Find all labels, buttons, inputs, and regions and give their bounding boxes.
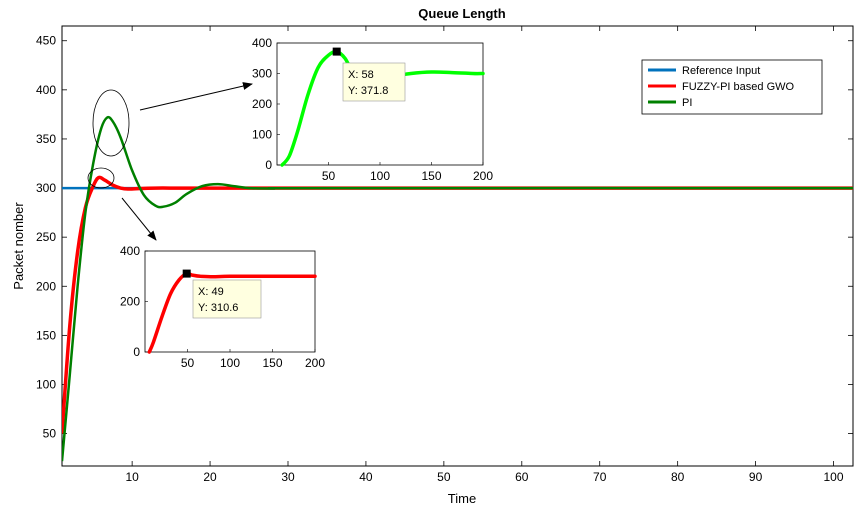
inset-x-tick-label: 100 — [370, 169, 390, 183]
inset-y-tick-label: 400 — [120, 244, 140, 258]
upper-datatip-box — [342, 62, 406, 102]
x-tick-label: 100 — [824, 470, 844, 484]
upper-datatip-marker — [332, 47, 341, 56]
main-y-ticks: 50 100 150 200 250 300 350 400 450 — [36, 34, 853, 441]
upper-datatip-y: Y: 371.8 — [348, 85, 388, 97]
x-tick-label: 20 — [203, 470, 217, 484]
x-tick-label: 30 — [281, 470, 295, 484]
lower-datatip-box — [192, 279, 262, 319]
x-tick-label: 60 — [515, 470, 529, 484]
inset-x-tick-label: 150 — [262, 356, 282, 370]
inset-x-tick-label: 50 — [181, 356, 195, 370]
inset-y-tick-label: 300 — [252, 67, 272, 81]
inset-y-tick-label: 400 — [252, 36, 272, 50]
x-tick-label: 70 — [593, 470, 607, 484]
lower-datatip-x: X: 49 — [198, 286, 224, 298]
inset-x-tick-label: 200 — [473, 169, 493, 183]
main-x-ticks: 10 20 30 40 50 60 70 80 90 100 — [125, 26, 844, 484]
legend-label-2: PI — [682, 97, 692, 109]
y-axis-label: Packet nomber — [11, 202, 26, 290]
lower-datatip-marker — [182, 269, 191, 278]
y-tick-label: 50 — [43, 427, 57, 441]
upper-inset-frame — [276, 42, 484, 166]
x-tick-label: 50 — [437, 470, 451, 484]
y-tick-label: 100 — [36, 377, 56, 391]
inset-y-tick-label: 200 — [120, 295, 140, 309]
inset-x-tick-label: 150 — [421, 169, 441, 183]
y-tick-label: 450 — [36, 34, 56, 48]
inset-x-tick-label: 50 — [322, 169, 336, 183]
inset-y-tick-label: 0 — [133, 345, 140, 359]
main-series-group — [62, 115, 853, 462]
lower-inset-datatip: X: 49 Y: 310.6 — [182, 269, 262, 319]
legend-label-1: FUZZY-PI based GWO — [682, 81, 795, 93]
x-tick-label: 80 — [671, 470, 685, 484]
inset-y-tick-label: 200 — [252, 97, 272, 111]
y-tick-label: 200 — [36, 279, 56, 293]
y-tick-label: 150 — [36, 328, 56, 342]
inset-y-tick-label: 100 — [252, 128, 272, 142]
lower-datatip-y: Y: 310.6 — [198, 302, 238, 314]
chart-title: Queue Length — [418, 6, 505, 21]
arrow-to-upper-inset — [139, 82, 253, 111]
y-tick-label: 400 — [36, 83, 56, 97]
upper-datatip-x: X: 58 — [348, 69, 374, 81]
legend: Reference Input FUZZY-PI based GWO PI — [641, 59, 823, 115]
legend-label-0: Reference Input — [682, 65, 760, 77]
upper-inset-datatip: X: 58 Y: 371.8 — [332, 47, 406, 102]
upper-inset-ticks: 50 100 150 200 0 100 200 300 400 — [252, 36, 493, 183]
x-tick-label: 40 — [359, 470, 373, 484]
inset-x-tick-label: 100 — [220, 356, 240, 370]
y-tick-label: 250 — [36, 230, 56, 244]
arrow-to-lower-inset — [121, 197, 157, 241]
x-tick-label: 90 — [749, 470, 763, 484]
x-tick-label: 10 — [125, 470, 139, 484]
fuzzy-peak-ellipse — [87, 167, 115, 189]
lower-inset-ticks: 50 100 150 200 0 200 400 — [120, 244, 325, 370]
y-tick-label: 350 — [36, 132, 56, 146]
series-line-2 — [62, 115, 853, 462]
inset-x-tick-label: 200 — [305, 356, 325, 370]
x-axis-label: Time — [448, 491, 476, 506]
inset-y-tick-label: 0 — [265, 158, 272, 172]
y-tick-label: 300 — [36, 181, 56, 195]
pi-peak-ellipse — [92, 89, 130, 157]
